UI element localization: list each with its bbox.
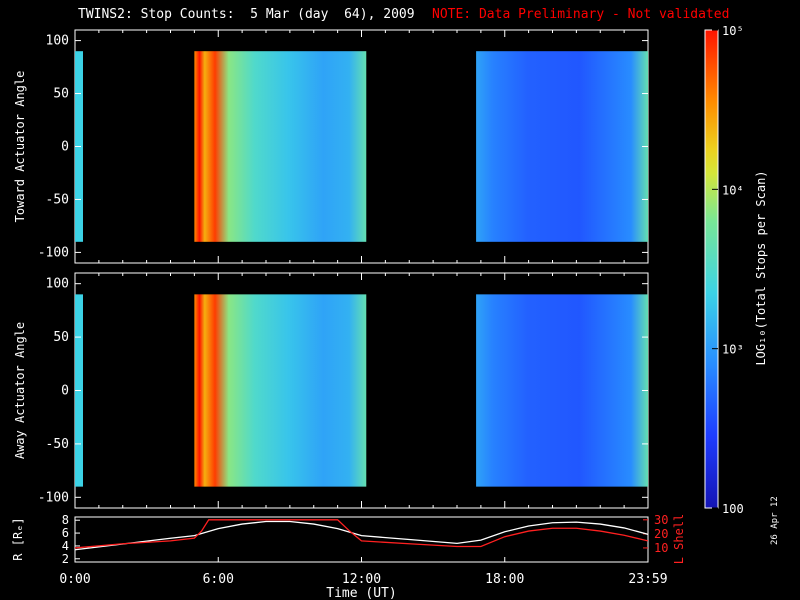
- time-axis-label: Time (UT): [326, 586, 396, 600]
- r-tick-label: 8: [62, 513, 69, 527]
- l-shell-axis-label: L Shell: [672, 514, 686, 565]
- orbit-line-R: [75, 520, 648, 551]
- y-tick-label: -100: [38, 490, 69, 505]
- heatmap-block-away-1: [194, 294, 367, 487]
- colorbar-tick-label: 100: [722, 502, 744, 516]
- y-tick-label: 0: [61, 140, 69, 155]
- date-stamp: 26 Apr 12: [770, 496, 780, 545]
- l-tick-label: 10: [654, 541, 668, 555]
- heatmap-block-toward-1: [194, 51, 367, 242]
- r-tick-label: 4: [62, 539, 69, 553]
- y-tick-label: 50: [53, 87, 69, 102]
- colorbar: [704, 29, 719, 509]
- colorbar-label: LOG₁₀(Total Stops per Scan): [754, 170, 768, 365]
- y-axis-label-toward: Toward Actuator Angle: [13, 71, 27, 223]
- y-tick-label: -100: [38, 245, 69, 260]
- heatmap-block-toward-2: [476, 51, 648, 242]
- colorbar-tick-label: 10⁵: [722, 24, 744, 38]
- r-tick-label: 6: [62, 526, 69, 540]
- l-tick-label: 20: [654, 527, 668, 541]
- chart-note: NOTE: Data Preliminary - Not validated: [432, 7, 730, 22]
- l-tick-label: 30: [654, 513, 668, 527]
- orbit-line-L: [75, 519, 648, 549]
- chart-title: TWINS2: Stop Counts: 5 Mar (day 64), 200…: [78, 7, 415, 22]
- time-tick-label: 18:00: [485, 572, 524, 587]
- time-tick-label: 0:00: [59, 572, 90, 587]
- y-tick-label: -50: [46, 192, 69, 207]
- time-tick-label: 6:00: [203, 572, 234, 587]
- r-tick-label: 2: [62, 552, 69, 566]
- r-axis-label: R [Rₑ]: [11, 517, 25, 560]
- y-tick-label: 100: [46, 34, 69, 49]
- y-tick-label: 100: [46, 277, 69, 292]
- orbit-frame: [74, 516, 649, 563]
- y-tick-label: 50: [53, 330, 69, 345]
- y-axis-label-away: Away Actuator Angle: [13, 322, 27, 459]
- colorbar-tick-label: 10³: [722, 343, 744, 357]
- time-tick-label: 12:00: [342, 572, 381, 587]
- time-tick-label: 23:59: [628, 572, 667, 587]
- y-tick-label: 0: [61, 384, 69, 399]
- y-tick-label: -50: [46, 437, 69, 452]
- heatmap-block-away-2: [476, 294, 648, 487]
- colorbar-tick-label: 10⁴: [722, 183, 744, 197]
